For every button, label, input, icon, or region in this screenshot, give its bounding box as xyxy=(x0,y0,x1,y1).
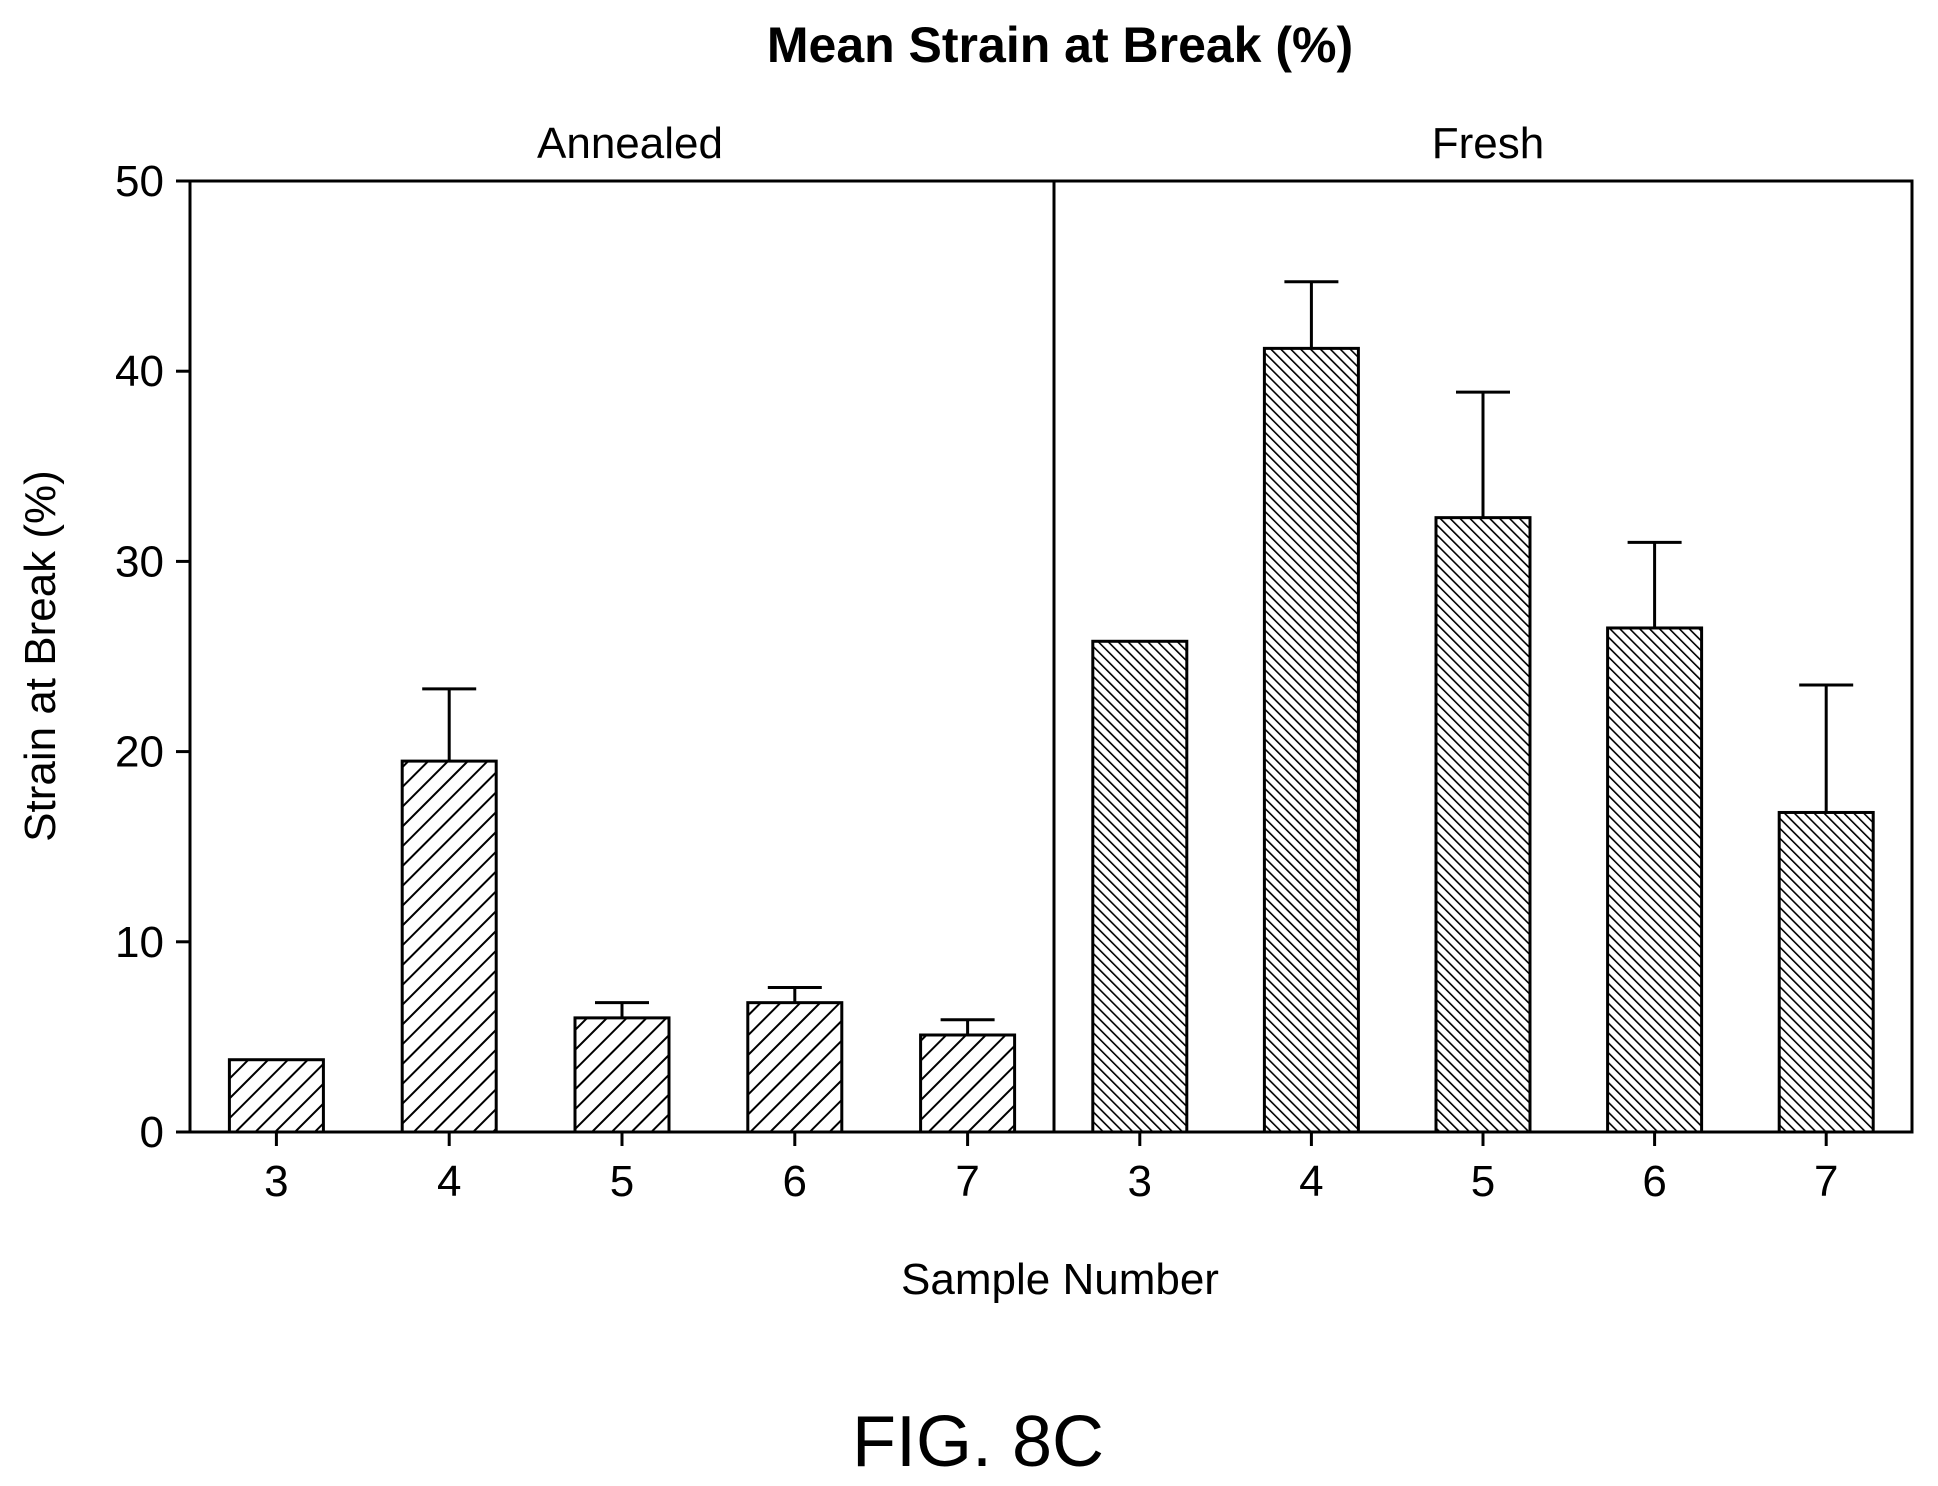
y-tick-label: 0 xyxy=(140,1108,164,1157)
y-tick-label: 30 xyxy=(115,537,164,586)
x-tick-label: 4 xyxy=(437,1157,461,1206)
y-tick-label: 50 xyxy=(115,157,164,206)
bar-fresh-7 xyxy=(1777,810,1875,1134)
x-tick-label: 4 xyxy=(1299,1157,1323,1206)
panel-label-fresh: Fresh xyxy=(1432,119,1544,168)
bar-annealed-6 xyxy=(746,1001,844,1134)
bar-annealed-4 xyxy=(400,759,498,1134)
figure-label: FIG. 8C xyxy=(852,1402,1104,1482)
x-tick-label: 3 xyxy=(1128,1157,1152,1206)
x-tick-label: 3 xyxy=(264,1157,288,1206)
bar-fresh-3 xyxy=(1091,639,1189,1134)
chart-title: Mean Strain at Break (%) xyxy=(767,17,1353,73)
x-tick-label: 5 xyxy=(610,1157,634,1206)
bar-annealed-5 xyxy=(573,1016,671,1134)
bar-annealed-7 xyxy=(919,1033,1017,1134)
y-tick-label: 40 xyxy=(115,347,164,396)
x-axis-label: Sample Number xyxy=(901,1255,1219,1304)
axes-layer: 0 10 20 30 40 50 3 4 5 6 7 3 4 5 6 7 xyxy=(115,157,1838,1206)
y-tick-label: 20 xyxy=(115,728,164,777)
bar-fresh-5 xyxy=(1434,516,1532,1134)
plot-border xyxy=(188,179,1914,1134)
x-tick-label: 6 xyxy=(783,1157,807,1206)
panel-label-annealed: Annealed xyxy=(537,119,723,168)
y-tick-label: 10 xyxy=(115,918,164,967)
x-tick-label: 7 xyxy=(955,1157,979,1206)
x-tick-label: 5 xyxy=(1471,1157,1495,1206)
bars-layer xyxy=(227,280,1875,1134)
bar-fresh-6 xyxy=(1606,626,1704,1134)
plot-area xyxy=(188,179,1914,1134)
bar-annealed-3 xyxy=(227,1058,325,1134)
x-tick-label: 6 xyxy=(1642,1157,1666,1206)
bar-fresh-4 xyxy=(1262,346,1360,1134)
x-tick-label: 7 xyxy=(1814,1157,1838,1206)
y-axis-label: Strain at Break (%) xyxy=(16,470,65,842)
